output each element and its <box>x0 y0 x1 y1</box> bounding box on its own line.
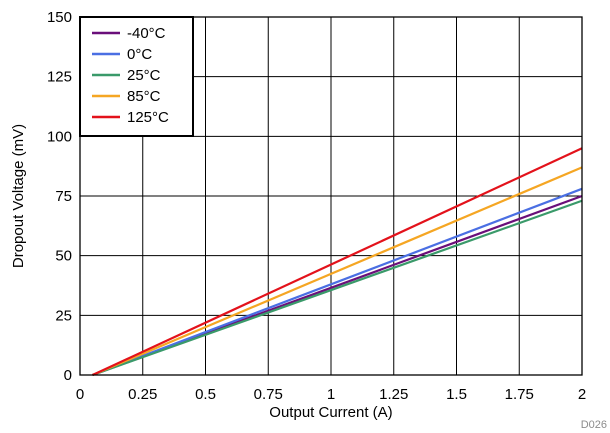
grid <box>79 16 583 376</box>
legend-label-3: 85°C <box>127 88 161 105</box>
series-line-2 <box>92 199 583 377</box>
y-tick-label: 75 <box>55 188 72 205</box>
x-tick-label: 1.75 <box>505 386 534 403</box>
x-tick-label: 1 <box>327 386 335 403</box>
y-tick-label: 150 <box>47 9 72 26</box>
legend-label-2: 25°C <box>127 67 161 84</box>
legend-label-1: 0°C <box>127 46 152 63</box>
series-line-1 <box>92 187 583 377</box>
plot-frame <box>79 16 583 376</box>
y-tick-label: 25 <box>55 307 72 324</box>
x-tick-label: 0.25 <box>128 386 157 403</box>
x-tick-label: 1.25 <box>379 386 408 403</box>
x-tick-label: 2 <box>578 386 586 403</box>
y-axis-ticks: 0 25 50 75 100 125 150 <box>47 9 72 384</box>
x-tick-label: 0.5 <box>195 386 216 403</box>
y-tick-label: 50 <box>55 248 72 265</box>
legend-label-4: 125°C <box>127 109 169 126</box>
y-tick-label: 125 <box>47 69 72 86</box>
y-tick-label: 0 <box>64 367 72 384</box>
series-layer <box>92 147 583 377</box>
y-axis-title: Dropout Voltage (mV) <box>10 124 27 268</box>
x-axis-ticks: 0 0.25 0.5 0.75 1 1.25 1.5 1.75 2 <box>76 386 586 403</box>
legend-label-0: -40°C <box>127 25 166 42</box>
y-tick-label: 100 <box>47 128 72 145</box>
series-line-4 <box>92 147 583 376</box>
x-tick-label: 1.5 <box>446 386 467 403</box>
figure-code-label: D026 <box>581 419 607 431</box>
legend: -40°C 0°C 25°C 85°C 125°C <box>79 16 194 137</box>
legend-box <box>79 16 194 137</box>
x-tick-label: 0 <box>76 386 84 403</box>
series-line-3 <box>92 166 583 377</box>
x-tick-label: 0.75 <box>254 386 283 403</box>
x-axis-title: Output Current (A) <box>269 404 392 421</box>
